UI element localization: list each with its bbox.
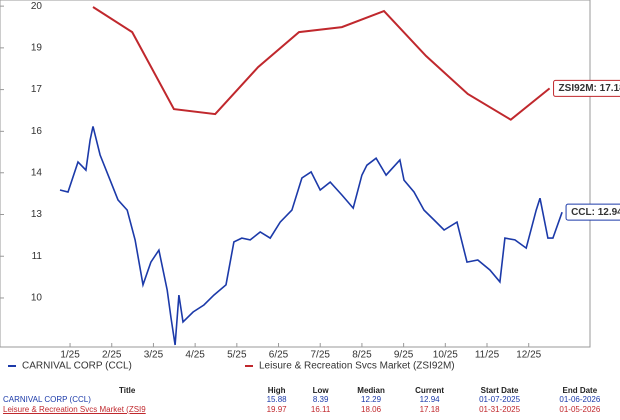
x-tick-label: 1/25: [60, 350, 80, 361]
table-cell: 18.06: [361, 405, 382, 414]
table-cell: 17.18: [419, 405, 440, 414]
y-tick-label: 11: [32, 251, 43, 262]
y-tick-label: 20: [31, 1, 43, 12]
column-header: Title: [119, 386, 136, 395]
table-cell: 15.88: [266, 395, 287, 404]
table-cell: 19.97: [266, 405, 287, 414]
x-tick-label: 5/25: [227, 350, 247, 361]
y-tick-label: 13: [31, 209, 43, 220]
table-cell: 8.39: [312, 395, 329, 404]
x-tick-label: 8/25: [352, 350, 372, 361]
x-tick-label: 6/25: [269, 350, 289, 361]
x-tick-label: 4/25: [185, 350, 205, 361]
x-tick-label: 11/25: [475, 350, 500, 361]
table-row: Leisure & Recreation Svcs Market (ZSI9 19…: [0, 405, 620, 415]
y-tick-label: 17: [31, 84, 43, 95]
column-header: Start Date: [480, 386, 519, 395]
chart: 20 19 17 16 14 13 11 10 1/25 2/25 3/25 4/25 5/25 6/25…: [0, 0, 620, 372]
annotation-text: CCL: 12.94: [571, 207, 620, 218]
table-header-row: Title High Low Median Current Start Date End D…: [0, 386, 620, 395]
series-line: [92, 6, 551, 121]
y-tick-label: 14: [31, 167, 43, 178]
series-annotation: CCL: 12.94: [565, 203, 620, 221]
annotation-box: [553, 79, 620, 97]
column-header: Median: [357, 386, 385, 395]
column-header: Current: [415, 386, 445, 395]
annotation-box: [565, 203, 620, 221]
legend-label: CARNIVAL CORP (CCL): [22, 361, 132, 372]
table-cell: 01-06-2026: [559, 395, 601, 404]
x-tick-label: 12/25: [516, 350, 541, 361]
table-cell: 12.29: [361, 395, 382, 404]
column-header: High: [267, 386, 286, 395]
y-tick-label: 16: [31, 126, 43, 137]
series-line: [59, 126, 563, 346]
plot-frame: [0, 0, 591, 348]
table-row: CARNIVAL CORP (CCL) 15.88 8.39 12.29 12.94 01…: [0, 395, 620, 405]
annotation-text: ZSI92M: 17.18: [559, 83, 620, 94]
x-tick-label: 2/25: [102, 350, 122, 361]
y-tick-label: 10: [31, 293, 43, 304]
x-tick-label: 10/25: [433, 350, 458, 361]
table-cell: 16.11: [310, 405, 331, 414]
legend-label: Leisure & Recreation Svcs Market (ZSI92M…: [259, 361, 455, 372]
x-tick-label: 3/25: [144, 350, 164, 361]
series-annotation: ZSI92M: 17.18: [553, 79, 620, 97]
table-cell: Leisure & Recreation Svcs Market (ZSI9: [3, 405, 146, 414]
x-tick-label: 9/25: [394, 350, 414, 361]
column-header: End Date: [562, 386, 598, 395]
x-tick-label: 7/25: [310, 350, 330, 361]
column-header: Low: [312, 386, 329, 395]
summary-table: Title High Low Median Current Start Date End D…: [0, 386, 620, 415]
table-cell: 01-05-2026: [559, 405, 601, 414]
y-tick-label: 19: [31, 43, 43, 54]
table-cell: 01-07-2025: [479, 395, 521, 404]
table-cell: 01-31-2025: [479, 405, 521, 414]
table-cell: 12.94: [419, 395, 440, 404]
table-cell: CARNIVAL CORP (CCL): [3, 395, 91, 404]
